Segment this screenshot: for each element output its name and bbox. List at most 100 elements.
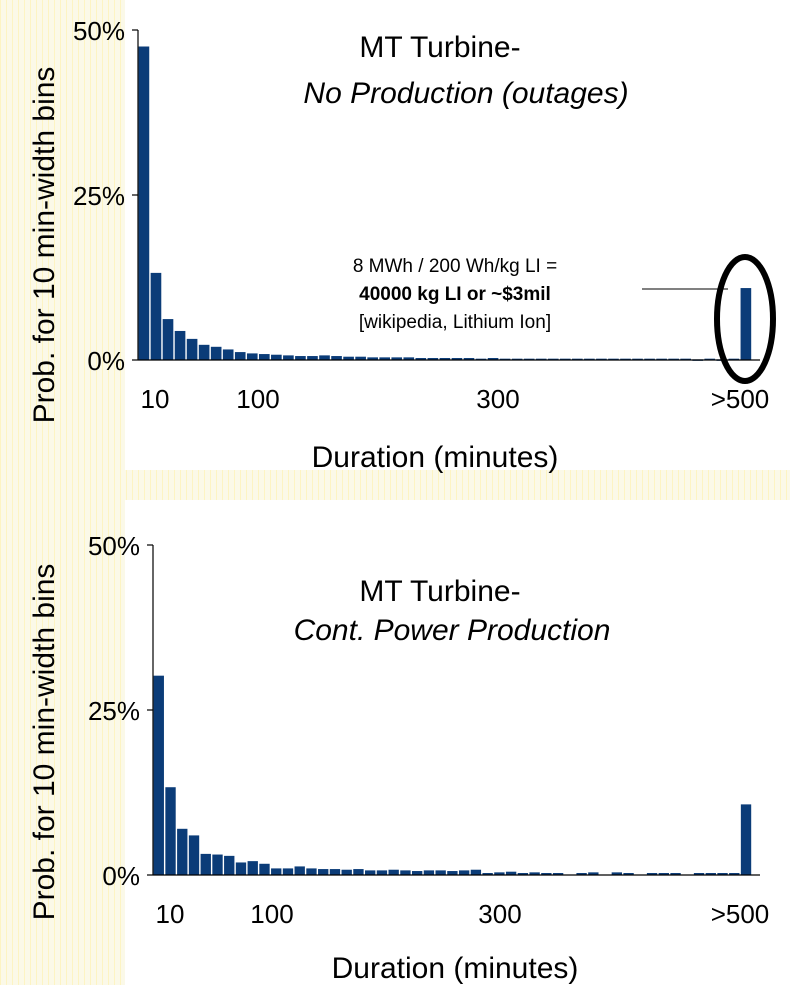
chart-2-bar-32: [517, 873, 529, 875]
chart-1-bar-27: [451, 358, 463, 360]
chart-1: 50% 25% 0% 10 100 300 >500 Duration (min…: [28, 0, 790, 474]
chart-2-bar-38: [588, 872, 599, 875]
chart-1-y-tick-label-25: 25%: [73, 181, 125, 211]
chart-1-highlight-ellipse: [714, 254, 776, 384]
chart-2-bar-19: [365, 870, 376, 875]
chart-1-bar-30: [487, 358, 499, 360]
chart-2-y-tick-label-0: 0%: [102, 861, 140, 891]
chart-1-bar-23: [403, 357, 415, 360]
chart-2-bar-2: [165, 787, 176, 875]
chart-1-title: MT Turbine-: [359, 31, 520, 64]
chart-2-bar-6: [212, 854, 223, 875]
chart-1-bar-1: [138, 46, 150, 360]
chart-2-bar-10: [259, 863, 270, 875]
chart-2-bar-28: [470, 869, 482, 875]
chart-1-bar-26: [439, 358, 451, 360]
chart-2-plot-background: [125, 500, 790, 985]
chart-1-bar-17: [331, 356, 342, 360]
chart-2-bar-41: [623, 873, 634, 875]
chart-2: 50% 25% 0% 10 100 300 >500 Duration (min…: [28, 500, 790, 985]
chart-1-bar-4: [174, 330, 186, 360]
chart-2-bar-9: [247, 861, 258, 875]
chart-1-y-axis-title: Prob. for 10 min-width bins: [28, 67, 61, 424]
chart-1-bar-8: [222, 349, 234, 360]
chart-2-bar-47: [693, 873, 705, 875]
chart-2-bar-18: [353, 869, 364, 875]
chart-2-bar-26: [447, 871, 458, 875]
chart-2-bar-24: [423, 870, 435, 875]
chart-2-bar-31: [505, 871, 517, 875]
chart-2-bar-33: [529, 872, 540, 875]
chart-1-x-tick-label-100: 100: [236, 384, 279, 414]
chart-1-bar-11: [258, 354, 270, 360]
chart-2-bar-27: [458, 870, 470, 875]
chart-1-bar-14: [295, 356, 306, 360]
chart-2-bar-1: [153, 675, 164, 875]
chart-1-y-tick-label-0: 0%: [87, 346, 125, 376]
chart-1-bar-24: [415, 358, 427, 360]
chart-2-bar-8: [235, 862, 247, 875]
chart-2-bar-51: [740, 804, 752, 875]
chart-2-bar-11: [271, 868, 282, 875]
chart-1-bar-22: [391, 357, 403, 360]
chart-2-x-tick-label-500: >500: [711, 899, 770, 929]
chart-1-subtitle: No Production (outages): [303, 77, 628, 110]
chart-2-x-tick-label-100: 100: [250, 899, 293, 929]
chart-1-x-tick-label-300: 300: [476, 384, 519, 414]
chart-1-bar-2: [150, 272, 162, 360]
chart-2-bar-48: [705, 873, 716, 875]
chart-2-bars: [153, 675, 752, 875]
chart-2-bar-21: [388, 869, 399, 875]
chart-1-annotation-line-2: 40000 kg LI or ~$3mil: [359, 284, 551, 305]
chart-1-annotation-line-3: [wikipedia, Lithium Ion]: [359, 312, 551, 333]
chart-2-bar-29: [482, 873, 493, 875]
chart-2-bar-30: [494, 872, 505, 875]
chart-2-y-tick-label-25: 25%: [88, 696, 140, 726]
chart-1-bar-15: [307, 356, 318, 360]
chart-2-x-tick-label-300: 300: [478, 899, 521, 929]
chart-2-bar-3: [177, 828, 188, 875]
chart-1-bar-28: [463, 358, 475, 360]
chart-2-title: MT Turbine-: [359, 575, 520, 608]
chart-1-bar-25: [427, 358, 439, 360]
chart-2-x-tick-label-10: 10: [156, 899, 185, 929]
chart-2-bar-12: [282, 868, 294, 875]
chart-1-bar-51: [740, 288, 752, 360]
chart-2-bar-23: [411, 871, 423, 875]
chart-2-bar-45: [670, 873, 681, 875]
chart-1-bar-9: [234, 352, 246, 360]
chart-1-bar-13: [283, 355, 294, 360]
chart-2-bar-7: [224, 855, 235, 875]
chart-1-bar-18: [343, 356, 354, 360]
chart-1-plot-background: [125, 0, 790, 470]
chart-2-bar-25: [435, 870, 446, 875]
chart-1-bar-3: [162, 319, 174, 360]
chart-1-bar-7: [210, 346, 222, 360]
chart-2-bar-4: [188, 835, 200, 875]
chart-1-bar-21: [379, 357, 391, 360]
chart-1-x-tick-label-10: 10: [141, 384, 170, 414]
chart-2-bar-44: [658, 873, 669, 875]
chart-2-bar-34: [541, 873, 552, 875]
chart-2-bar-37: [576, 873, 587, 875]
chart-2-bar-5: [200, 853, 211, 875]
chart-1-bar-6: [198, 344, 210, 360]
chart-2-bar-16: [329, 869, 341, 875]
chart-2-bar-40: [611, 872, 623, 875]
chart-2-x-axis-title: Duration (minutes): [332, 952, 579, 985]
chart-1-x-axis-title: Duration (minutes): [312, 441, 559, 474]
chart-1-y-tick-label-50: 50%: [73, 16, 125, 46]
chart-1-bar-12: [271, 354, 282, 360]
chart-2-bar-22: [400, 870, 411, 875]
chart-2-bar-49: [717, 873, 728, 875]
chart-2-bar-15: [318, 869, 329, 875]
chart-2-bar-13: [294, 866, 305, 875]
chart-2-subtitle: Cont. Power Production: [294, 614, 611, 647]
chart-1-bar-5: [186, 338, 198, 360]
chart-1-bar-10: [246, 353, 258, 360]
chart-2-y-tick-label-50: 50%: [88, 531, 140, 561]
chart-2-bar-35: [552, 873, 564, 875]
chart-2-y-axis-title: Prob. for 10 min-width bins: [28, 564, 61, 921]
chart-2-bar-14: [306, 868, 317, 875]
